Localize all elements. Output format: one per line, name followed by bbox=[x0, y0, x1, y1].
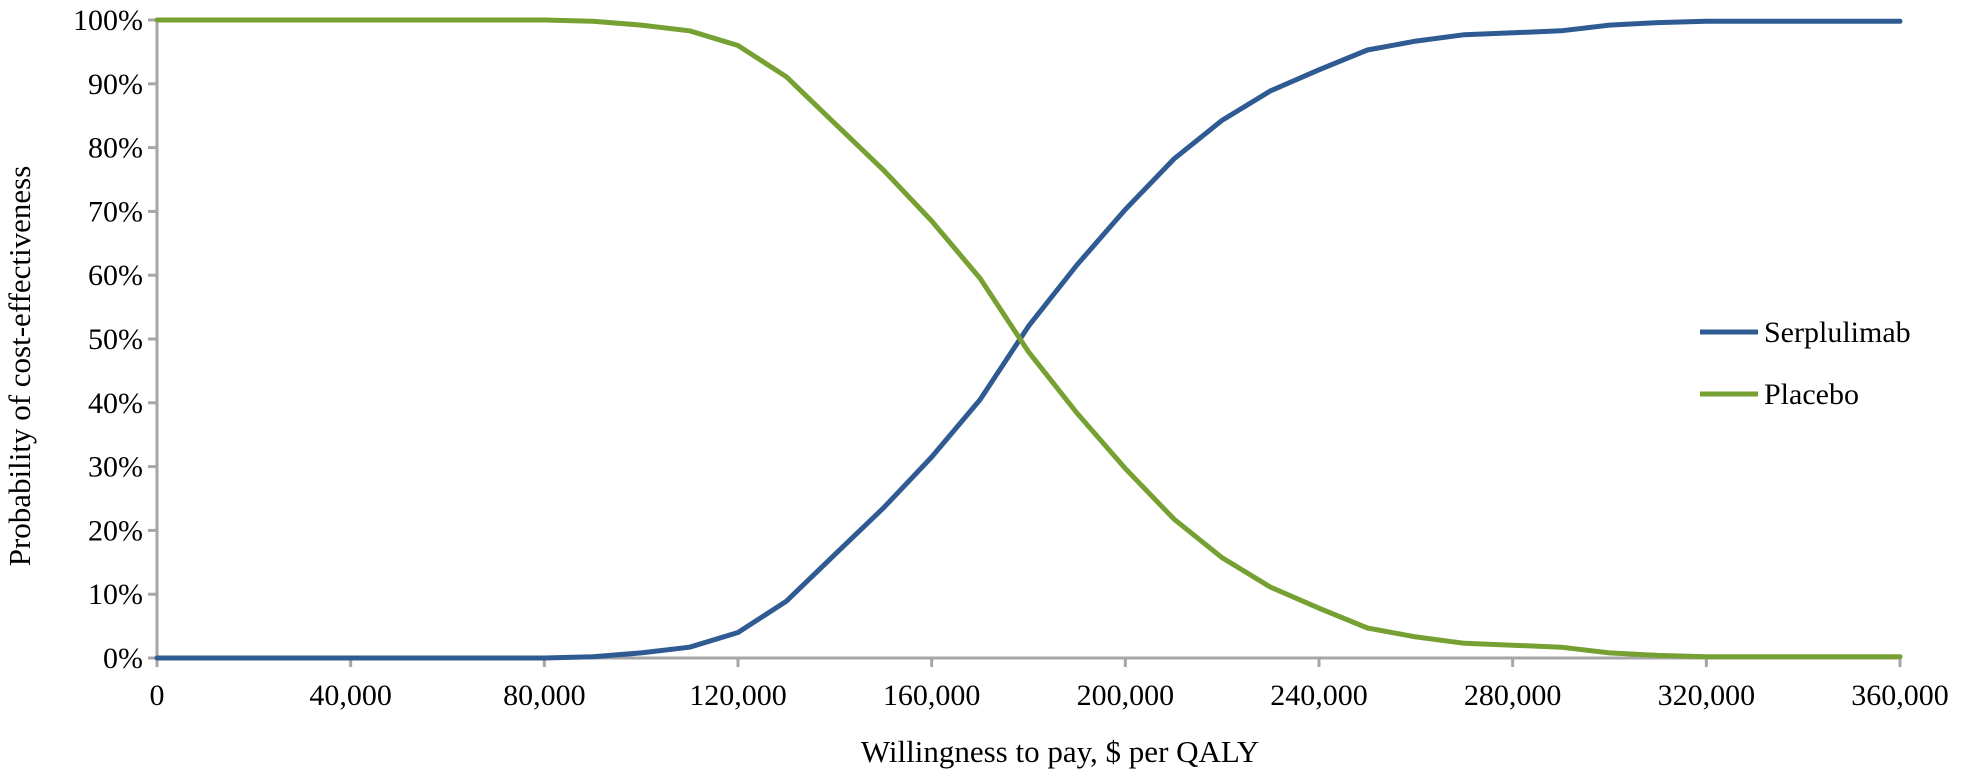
y-axis-title: Probability of cost-effectiveness bbox=[2, 166, 37, 567]
x-tick-label: 320,000 bbox=[1658, 679, 1756, 712]
series-line-placebo bbox=[154, 17, 1903, 660]
y-tick-label: 70% bbox=[88, 195, 143, 228]
x-tick-label: 160,000 bbox=[883, 679, 981, 712]
y-tick-label: 90% bbox=[88, 68, 143, 101]
x-tick-label: 40,000 bbox=[309, 679, 392, 712]
y-tick-label: 0% bbox=[103, 642, 143, 675]
y-tick-label: 40% bbox=[88, 387, 143, 420]
x-tick-label: 80,000 bbox=[503, 679, 586, 712]
legend-label-serplulimab: Serplulimab bbox=[1764, 316, 1911, 349]
axes: 0% 10% 20% 30% 40% 50% 60% 70% 80% 90% 100% 0 40,000… bbox=[73, 4, 1949, 712]
series-lines bbox=[154, 17, 1903, 661]
y-tick-label: 10% bbox=[88, 578, 143, 611]
legend: Serplulimab Placebo bbox=[1700, 316, 1911, 411]
x-tick-label: 120,000 bbox=[689, 679, 787, 712]
series-line-serplulimab bbox=[154, 18, 1903, 661]
y-tick-label: 30% bbox=[88, 451, 143, 484]
x-axis-title: Willingness to pay, $ per QALY bbox=[861, 734, 1259, 769]
y-tick-label: 20% bbox=[88, 514, 143, 547]
y-tick-label: 50% bbox=[88, 323, 143, 356]
x-tick-label: 240,000 bbox=[1270, 679, 1368, 712]
y-tick-label: 60% bbox=[88, 259, 143, 292]
y-tick-label: 100% bbox=[73, 4, 143, 37]
legend-label-placebo: Placebo bbox=[1764, 378, 1859, 411]
y-tick-label: 80% bbox=[88, 132, 143, 165]
x-tick-label: 360,000 bbox=[1851, 679, 1949, 712]
x-tick-label: 200,000 bbox=[1077, 679, 1175, 712]
x-tick-label: 0 bbox=[150, 679, 165, 712]
x-tick-label: 280,000 bbox=[1464, 679, 1562, 712]
